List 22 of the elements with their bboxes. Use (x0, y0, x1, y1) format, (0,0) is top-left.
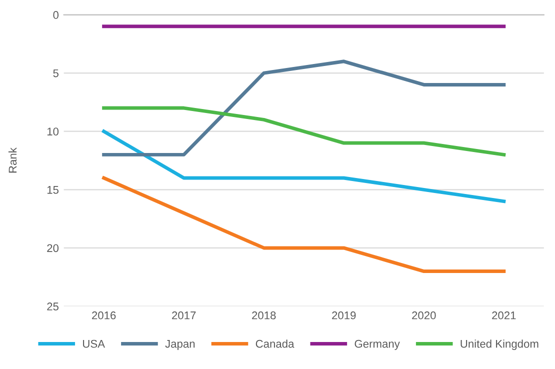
legend-label: United Kingdom (460, 340, 538, 350)
y-tick-label: 0 (53, 11, 59, 19)
line-series (102, 60, 506, 156)
x-tick-label: 2021 (492, 311, 516, 320)
y-tick-label: 15 (47, 186, 58, 194)
y-tick-label: 5 (53, 69, 58, 78)
legend-label: USA (83, 340, 106, 348)
x-tick-label: 2019 (332, 311, 356, 320)
x-tick-label: 2018 (252, 311, 276, 320)
x-tick-label: 2020 (412, 311, 436, 320)
y-axis-title: Rank (8, 148, 17, 173)
y-tick-label: 20 (47, 244, 59, 252)
legend-label: Canada (256, 340, 294, 348)
y-tick-label: 25 (47, 302, 58, 310)
y-tick-label: 10 (47, 128, 59, 136)
legend-label: Germany (354, 340, 400, 350)
line-series (102, 176, 506, 274)
x-tick-label: 2017 (172, 311, 196, 320)
line-series (102, 106, 506, 156)
legend-label: Japan (165, 340, 195, 350)
line-series (102, 130, 506, 204)
x-tick-label: 2016 (92, 311, 116, 320)
